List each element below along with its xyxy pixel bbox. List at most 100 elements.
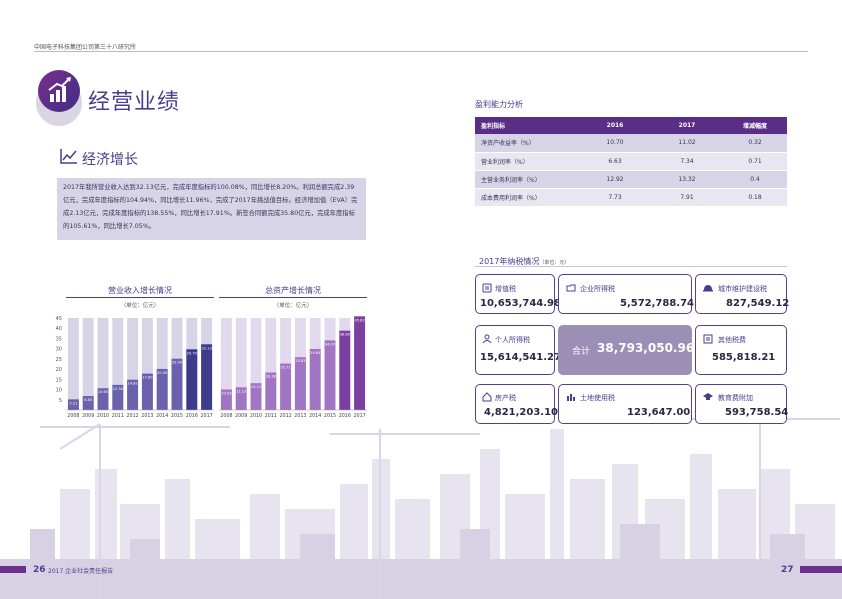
tax-card-urban (695, 274, 787, 314)
x-tick-label: 2009 (235, 413, 247, 419)
bar-data-label: 11.12 (236, 389, 246, 393)
bar (294, 357, 306, 410)
tax-card-property (475, 384, 555, 424)
footer-bar-left (0, 566, 26, 573)
tax-divider (475, 266, 787, 267)
assets-chart-unit: （单位：亿元） (273, 303, 313, 309)
bar-data-label: 32.13 (201, 346, 211, 350)
bar (201, 344, 213, 410)
bar (67, 399, 79, 410)
tax-value-urban: 827,549.12 (726, 298, 790, 309)
header-organization: 中国电子科技集团公司第三十八研究所 (34, 44, 137, 51)
tax-value-land: 123,647.00 (627, 407, 691, 418)
x-tick-label: 2012 (126, 413, 138, 419)
bar (309, 348, 321, 410)
profit-cell: 营业利润率（%） (475, 152, 579, 171)
folder-icon (566, 284, 576, 292)
y-tick-label: 30 (56, 347, 62, 353)
skyline-background (0, 414, 842, 599)
bar-background (97, 318, 109, 410)
tax-card-corp (558, 274, 692, 314)
profit-header-change: 增减幅度 (723, 117, 787, 134)
y-tick-label: 25 (56, 357, 62, 363)
bar (156, 368, 168, 410)
bar-data-label: 17.80 (142, 376, 153, 380)
profit-cell: 7.34 (651, 152, 723, 171)
profit-cell: 11.02 (651, 134, 723, 153)
tax-value-personal: 15,614,541.27 (480, 352, 561, 363)
intro-text: 2017年我所营业收入达到32.13亿元，完成年度指标的100.08%，同比增长… (57, 178, 366, 240)
profit-cell: 6.63 (579, 152, 651, 171)
page-title: 经营业绩 (88, 90, 181, 115)
bar-background (67, 318, 79, 410)
tax-card-vat (475, 274, 555, 314)
profit-cell: 0.32 (723, 134, 787, 153)
list-icon (703, 334, 713, 344)
bar-background (127, 318, 139, 410)
profit-cell: 7.73 (579, 188, 651, 207)
profit-cell: 主营业务利润率（%） (475, 170, 579, 189)
footer-report-title: 2017 企业社会责任报告 (48, 568, 114, 575)
tax-unit: （单位：元） (539, 260, 570, 266)
bar-data-label: 29.70 (187, 351, 198, 355)
subsection-title: 经济增长 (82, 152, 138, 168)
profit-cell: 成本费用利润率（%） (475, 188, 579, 207)
tax-label-urban: 城市维护建设税 (718, 285, 767, 293)
x-tick-label: 2008 (220, 413, 232, 419)
land-icon (567, 394, 575, 401)
x-tick-label: 2014 (156, 413, 168, 419)
tax-value-corp: 5,572,788.74 (620, 298, 695, 309)
table-row: 成本费用利润率（%） 7.73 7.91 0.18 (475, 188, 787, 207)
profit-cell: 7.91 (651, 188, 723, 207)
bar (265, 372, 277, 410)
bar-data-label: 13.12 (251, 385, 261, 389)
person-icon (482, 334, 492, 344)
bar-data-label: 34.07 (325, 342, 335, 346)
bar-background (141, 318, 153, 410)
profit-cell: 13.32 (651, 170, 723, 189)
tax-card-edu (695, 384, 787, 424)
bar-data-label: 6.83 (84, 398, 92, 402)
bar (339, 330, 351, 410)
tax-value-edu: 593,758.54 (725, 407, 789, 418)
profit-cell: 净资产收益率（%） (475, 134, 579, 153)
bar-data-label: 22.71 (280, 366, 290, 370)
bar-data-label: 25.09 (172, 361, 183, 365)
bar (141, 373, 153, 410)
bar (220, 389, 232, 410)
bar-background (265, 318, 277, 410)
tax-section-title: 2017年纳税情况（单位：元） (479, 256, 569, 267)
bar-data-label: 18.38 (266, 374, 277, 378)
page-number-right: 27 (781, 565, 794, 575)
tax-label-other: 其他税费 (718, 336, 746, 344)
tax-card-personal (475, 325, 555, 375)
tax-value-other: 585,818.21 (712, 352, 776, 363)
x-tick-label: 2017 (200, 413, 212, 419)
profit-cell: 0.4 (723, 170, 787, 189)
page-number-left: 26 (33, 565, 46, 575)
tax-value-property: 4,821,203.10 (484, 407, 559, 418)
bar (97, 388, 109, 410)
table-row: 主营业务利润率（%） 12.92 13.32 0.4 (475, 170, 787, 189)
revenue-chart-unit: （单位：亿元） (120, 303, 160, 309)
assets-chart-title: 总资产增长情况 (265, 286, 321, 295)
revenue-chart-underline (66, 297, 214, 298)
profit-cell: 0.18 (723, 188, 787, 207)
profit-cell: 12.92 (579, 170, 651, 189)
y-tick-label: 45 (56, 316, 62, 322)
bar (280, 363, 292, 410)
profit-cell: 0.71 (723, 152, 787, 171)
profit-header-2016: 2016 (579, 117, 651, 134)
table-row: 营业利润率（%） 6.63 7.34 0.71 (475, 152, 787, 171)
tax-label-vat: 增值税 (495, 285, 516, 293)
y-tick-label: 35 (56, 336, 62, 342)
tax-card-land (558, 384, 692, 424)
x-tick-label: 2011 (265, 413, 277, 419)
x-tick-label: 2016 (339, 413, 351, 419)
bar (235, 387, 247, 410)
bar-background (250, 318, 262, 410)
x-tick-label: 2011 (112, 413, 124, 419)
bar (82, 396, 94, 410)
y-tick-label: 40 (56, 326, 62, 332)
